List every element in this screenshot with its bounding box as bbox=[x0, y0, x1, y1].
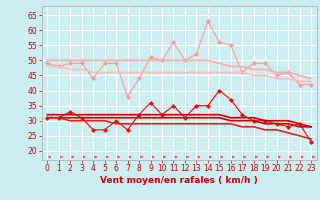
X-axis label: Vent moyen/en rafales ( km/h ): Vent moyen/en rafales ( km/h ) bbox=[100, 176, 258, 185]
